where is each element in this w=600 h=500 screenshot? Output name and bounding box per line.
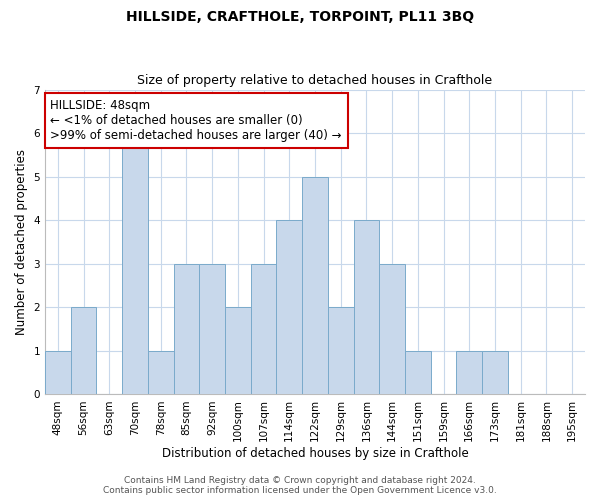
Bar	[328, 308, 353, 394]
Bar	[379, 264, 405, 394]
Bar	[277, 220, 302, 394]
Bar	[148, 351, 173, 395]
Title: Size of property relative to detached houses in Crafthole: Size of property relative to detached ho…	[137, 74, 493, 87]
Bar	[482, 351, 508, 395]
Bar	[173, 264, 199, 394]
Bar	[302, 176, 328, 394]
Bar	[122, 133, 148, 394]
Text: HILLSIDE: 48sqm
← <1% of detached houses are smaller (0)
>99% of semi-detached h: HILLSIDE: 48sqm ← <1% of detached houses…	[50, 98, 342, 142]
Bar	[71, 308, 97, 394]
Bar	[405, 351, 431, 395]
Bar	[45, 351, 71, 395]
Bar	[457, 351, 482, 395]
Bar	[251, 264, 277, 394]
Y-axis label: Number of detached properties: Number of detached properties	[15, 149, 28, 335]
Bar	[199, 264, 225, 394]
Bar	[225, 308, 251, 394]
Bar	[353, 220, 379, 394]
Text: Contains HM Land Registry data © Crown copyright and database right 2024.
Contai: Contains HM Land Registry data © Crown c…	[103, 476, 497, 495]
X-axis label: Distribution of detached houses by size in Crafthole: Distribution of detached houses by size …	[161, 447, 469, 460]
Text: HILLSIDE, CRAFTHOLE, TORPOINT, PL11 3BQ: HILLSIDE, CRAFTHOLE, TORPOINT, PL11 3BQ	[126, 10, 474, 24]
